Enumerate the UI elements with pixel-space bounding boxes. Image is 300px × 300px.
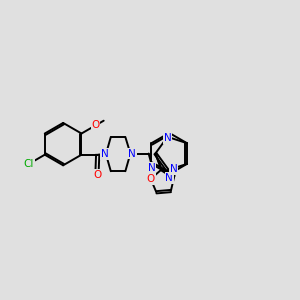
Text: Cl: Cl xyxy=(23,159,34,169)
Text: O: O xyxy=(93,170,101,180)
Text: N: N xyxy=(148,163,155,173)
Text: N: N xyxy=(100,149,108,159)
Text: O: O xyxy=(92,120,100,130)
Text: N: N xyxy=(128,148,136,158)
Text: N: N xyxy=(165,173,173,183)
Text: N: N xyxy=(170,164,178,174)
Text: N: N xyxy=(164,133,171,143)
Text: O: O xyxy=(147,174,155,184)
